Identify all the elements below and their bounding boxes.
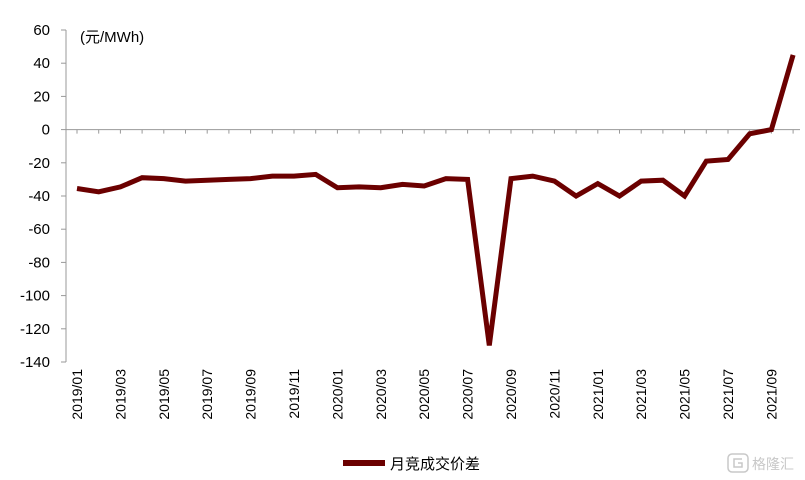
y-tick-label: -40 xyxy=(28,188,50,205)
x-tick-label: 2020/11 xyxy=(546,369,562,419)
x-tick-label: 2020/05 xyxy=(416,369,432,420)
x-tick-label: 2020/01 xyxy=(329,369,345,420)
x-tick-label: 2020/09 xyxy=(503,369,519,420)
series-line xyxy=(76,54,796,346)
x-tick-label: 2020/03 xyxy=(373,369,389,420)
y-tick-label: -80 xyxy=(28,254,50,271)
x-tick-label: 2019/05 xyxy=(156,369,172,420)
y-tick-label: -20 xyxy=(28,155,50,172)
legend-label: 月竞成交价差 xyxy=(390,455,480,473)
x-axis: 2019/01 2019/03 2019/05 2019/07 2019/09 2019/… xyxy=(66,129,800,420)
y-axis: 60 40 20 0 -20 -40 -60 -80 -100 -120 -140 xyxy=(20,22,67,371)
x-tick-label: 2019/07 xyxy=(199,369,215,420)
x-tick-label: 2019/11 xyxy=(286,369,302,419)
x-tick-label: 2019/03 xyxy=(112,369,128,420)
legend: 月竞成交价差 xyxy=(343,455,480,473)
y-tick-label: 0 xyxy=(42,122,50,139)
y-tick-label: -60 xyxy=(28,221,50,238)
x-tick-label: 2021/05 xyxy=(677,369,693,420)
series-layer xyxy=(76,54,796,346)
x-tick-label: 2021/03 xyxy=(633,369,649,420)
x-tick-label: 2021/09 xyxy=(763,369,779,420)
y-tick-label: 20 xyxy=(33,88,50,105)
x-tick-label: 2020/07 xyxy=(460,369,476,420)
x-tick-label: 2019/09 xyxy=(243,369,259,420)
x-tick-label: 2021/01 xyxy=(590,369,606,420)
y-tick-label: -120 xyxy=(20,321,50,338)
watermark: 格隆汇 xyxy=(727,453,794,473)
gelonghui-logo-icon xyxy=(727,453,749,473)
y-tick-label: 40 xyxy=(33,55,50,72)
y-tick-label: -140 xyxy=(20,354,50,371)
y-tick-label: -100 xyxy=(20,288,50,305)
x-tick-label: 2021/07 xyxy=(720,369,736,420)
x-tick-label: 2019/01 xyxy=(69,369,85,420)
y-tick-label: 60 xyxy=(33,22,50,39)
y-axis-unit-label: (元/MWh) xyxy=(80,29,144,46)
watermark-text: 格隆汇 xyxy=(752,456,794,472)
